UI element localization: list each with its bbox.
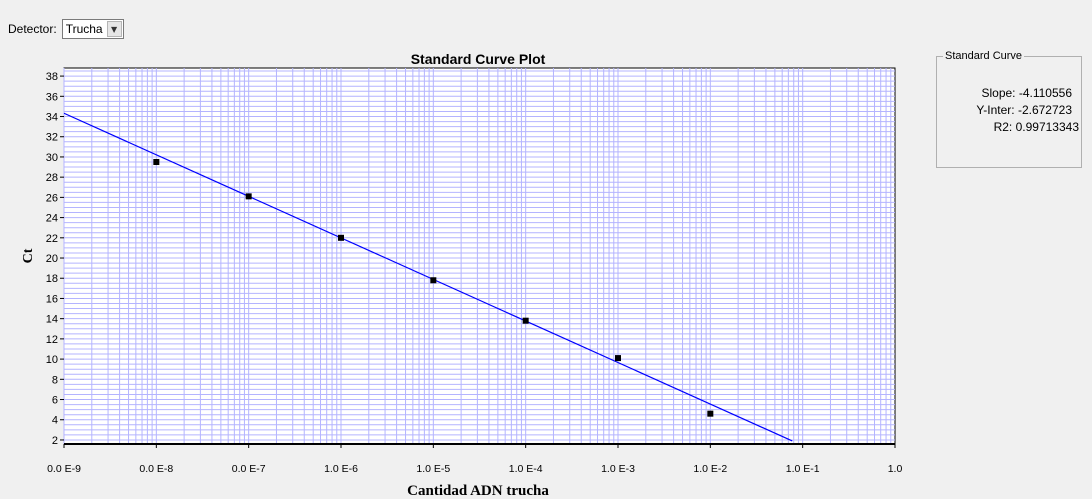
- standard-curve-panel: Standard Curve Slope: -4.110556 Y-Inter:…: [936, 50, 1082, 168]
- detector-label: Detector:: [8, 22, 57, 36]
- chart-title: Standard Curve Plot: [411, 51, 546, 67]
- slope-label: Slope:: [981, 86, 1016, 100]
- y-tick-label: 2: [52, 435, 58, 447]
- data-point: [430, 277, 437, 284]
- y-tick-label: 36: [46, 91, 58, 103]
- y-tick-label: 28: [46, 172, 58, 184]
- y-tick-label: 16: [46, 293, 58, 305]
- x-tick-label: 1.0 E-2: [693, 463, 727, 475]
- y-tick-label: 22: [46, 233, 58, 245]
- standard-curve-chart: Standard Curve Plot 24681012141618202224…: [21, 51, 903, 499]
- detector-select[interactable]: Trucha ▼: [61, 19, 124, 39]
- x-tick-label: 0.0 E-8: [139, 463, 173, 475]
- y-tick-label: 8: [52, 374, 58, 386]
- x-tick-label: 1.0 E-5: [416, 463, 450, 475]
- data-point: [615, 355, 621, 362]
- detector-select-value: Trucha: [65, 22, 103, 36]
- y-tick-label: 26: [46, 192, 58, 204]
- y-tick-label: 10: [46, 354, 58, 366]
- plot-area: [63, 67, 896, 445]
- data-points: [153, 159, 714, 417]
- r2-label: R2:: [993, 120, 1013, 134]
- panel-title: Standard Curve: [943, 50, 1025, 62]
- fit-line-group: [63, 112, 793, 442]
- x-tick-label: 0.0 E-7: [232, 463, 266, 475]
- data-point: [153, 159, 160, 165]
- x-tick-label: 1.0: [888, 463, 903, 475]
- y-tick-label: 38: [46, 71, 58, 83]
- data-point: [245, 193, 252, 200]
- data-point: [707, 410, 714, 417]
- slope-row: Slope: -4.110556: [981, 86, 1072, 100]
- y-tick-label: 18: [46, 273, 58, 285]
- x-axis: 0.0 E-9 0.0 E-8 0.0 E-7 1.0 E-6 1.0 E-5 1.0 E…: [47, 443, 903, 475]
- y-tick-label: 24: [46, 213, 58, 225]
- yinter-row: Y-Inter: -2.672723: [976, 103, 1072, 117]
- y-tick-label: 32: [46, 132, 58, 144]
- y-axis-title: Ct: [21, 248, 36, 263]
- chevron-down-icon[interactable]: ▼: [106, 21, 122, 37]
- data-point: [338, 234, 344, 241]
- yinter-value: -2.672723: [1017, 103, 1072, 117]
- x-tick-label: 1.0 E-6: [324, 463, 358, 475]
- slope-value: -4.110556: [1018, 86, 1072, 100]
- data-point: [522, 317, 529, 324]
- x-tick-label: 1.0 E-4: [509, 463, 543, 475]
- x-tick-label: 1.0 E-1: [786, 463, 820, 475]
- y-tick-label: 14: [46, 314, 58, 326]
- grid-lines: [63, 68, 895, 444]
- y-tick-label: 34: [46, 112, 58, 124]
- x-axis-title: Cantidad ADN trucha: [407, 483, 549, 499]
- y-tick-label: 20: [46, 253, 58, 265]
- r2-value: 0.99713343: [1015, 120, 1079, 134]
- fit-line: [63, 112, 793, 442]
- y-tick-label: 30: [46, 152, 58, 164]
- y-tick-label: 4: [52, 415, 58, 427]
- y-tick-label: 6: [52, 395, 58, 407]
- detector-bar: Detector: Trucha ▼: [8, 18, 124, 40]
- yinter-label: Y-Inter:: [976, 103, 1015, 117]
- y-tick-label: 12: [46, 334, 58, 346]
- x-tick-label: 1.0 E-3: [601, 463, 635, 475]
- x-tick-label: 0.0 E-9: [47, 463, 81, 475]
- r2-row: R2: 0.99713343: [994, 120, 1079, 134]
